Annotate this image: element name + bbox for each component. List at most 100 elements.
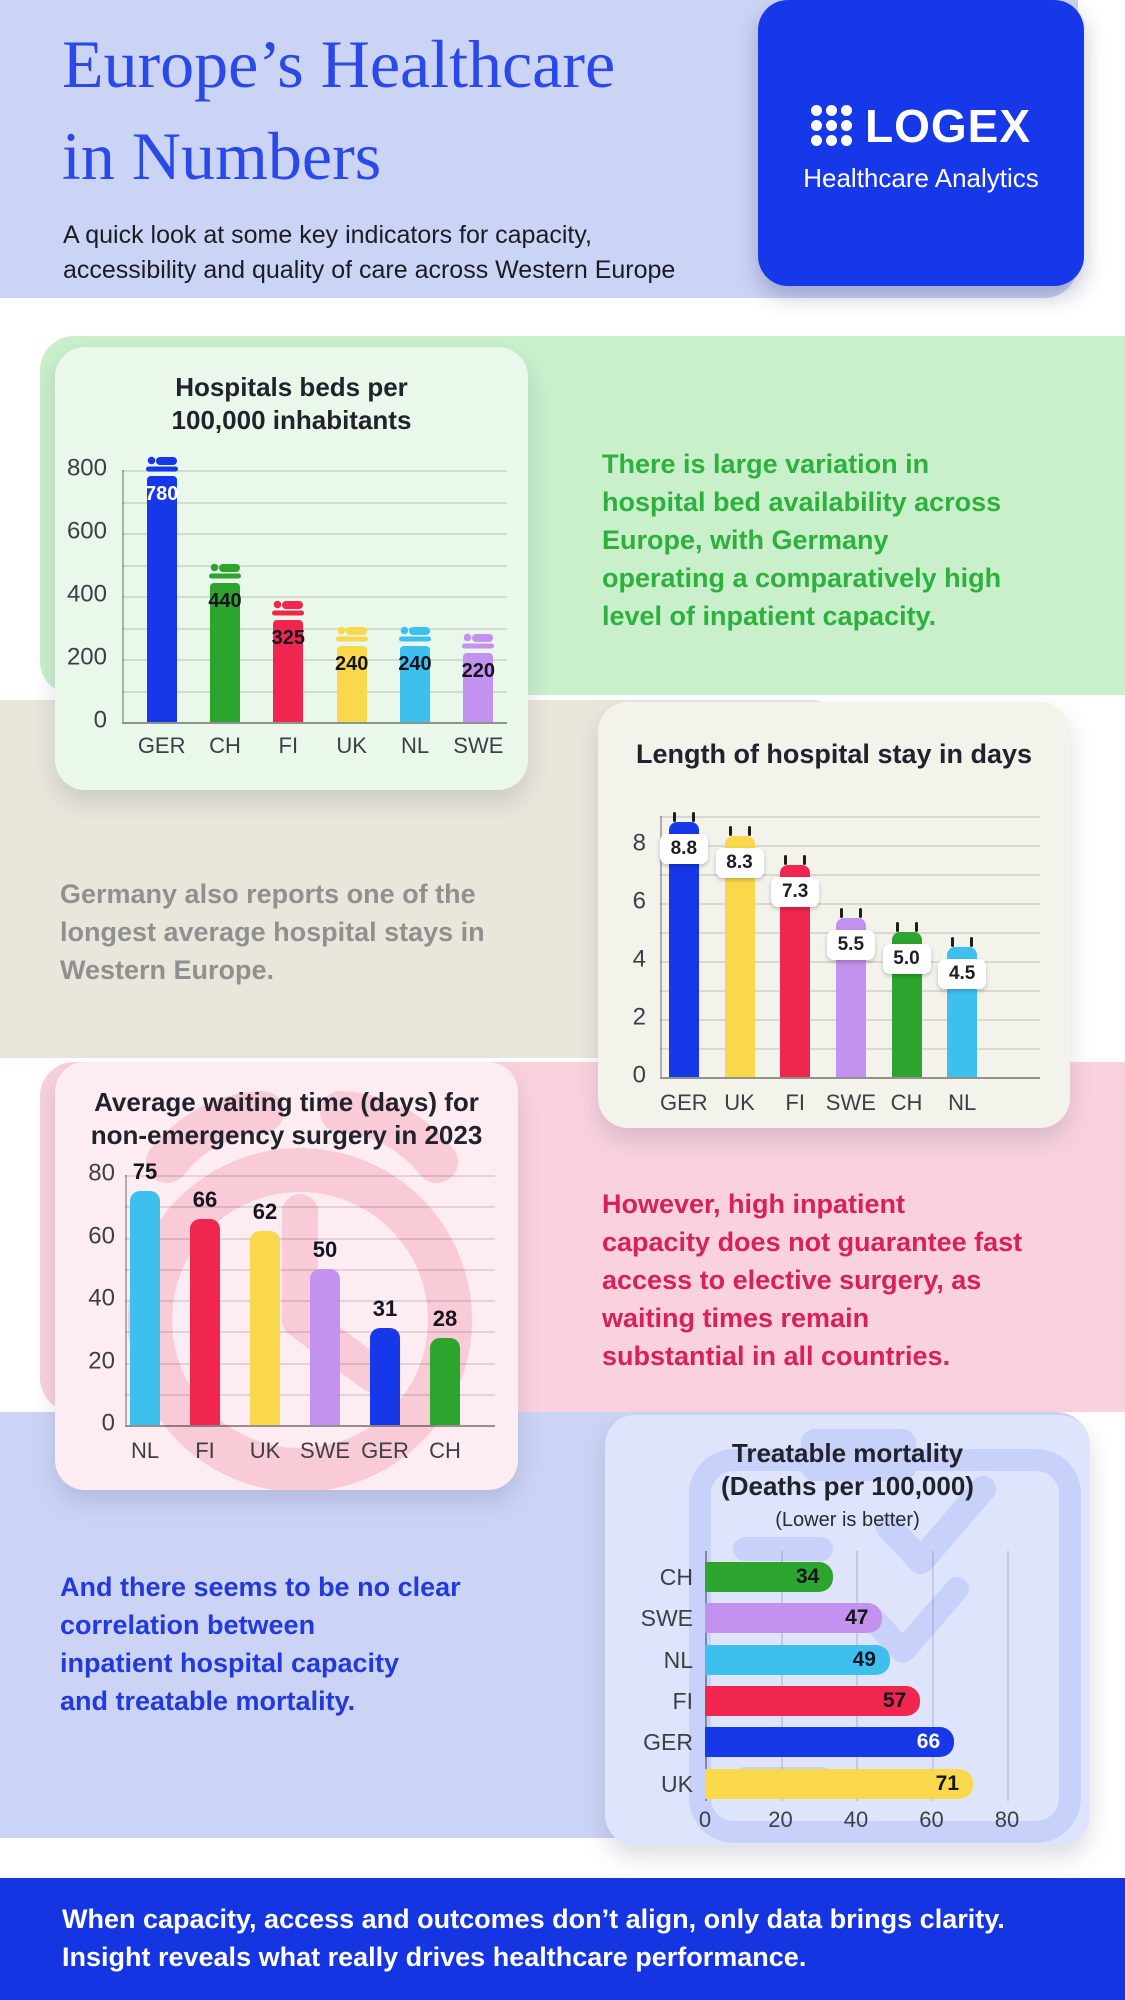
bar-SWE: [705, 1603, 883, 1634]
row-label: NL: [663, 1646, 693, 1673]
gridline: [122, 659, 507, 661]
bed-icon: [398, 624, 432, 642]
page-subtitle: A quick look at some key indicators for …: [63, 221, 676, 284]
bar-value-label: 240: [334, 653, 369, 676]
bar-value-label: 75: [132, 1158, 158, 1184]
x-tick-label: UK: [249, 1438, 281, 1463]
footer-text: When capacity, access and outcomes don’t…: [62, 1904, 1005, 1972]
calendar-value-chip: 5.0: [882, 944, 931, 974]
bar-GER: [668, 821, 699, 1077]
mortality-insight-text: And there seems to be no clear correlati…: [60, 1572, 461, 1716]
x-tick-label: FI: [785, 1090, 805, 1115]
bar-value-label: 240: [398, 653, 432, 676]
bar-value-label: 31: [372, 1296, 398, 1322]
bar-FI: [190, 1218, 220, 1425]
bar-value-label: 66: [192, 1186, 218, 1212]
calendar-value-chip: 5.5: [826, 929, 875, 960]
bar-NL: [400, 646, 430, 722]
logo-wordmark: LOGEX: [864, 99, 1032, 152]
x-tick-label: UK: [336, 733, 367, 758]
bar-value-label: 66: [916, 1730, 941, 1754]
calendar-pin-icon: [691, 811, 695, 822]
waiting-bar-chart: 0 20 40 60 80 NL 75 FI 66 UK 62 SWE 50 GER 31 CH 28: [55, 1062, 518, 1490]
bar-value-label: 62: [252, 1199, 278, 1225]
gridline: [1007, 1551, 1009, 1801]
x-tick-label: NL: [948, 1090, 977, 1115]
x-tick-label: GER: [659, 1090, 708, 1115]
footer-band: When capacity, access and outcomes don’t…: [0, 1878, 1125, 2000]
beds-chart-title: Hospitals beds per 100,000 inhabitants: [171, 372, 412, 435]
y-tick-label: 60: [88, 1222, 115, 1250]
gridline: [660, 1077, 1040, 1079]
bar-value-label: 50: [312, 1236, 338, 1262]
x-tick-label: 20: [768, 1807, 793, 1832]
calendar-pin-icon: [970, 936, 974, 947]
y-tick-label: 20: [88, 1347, 115, 1375]
gridline: [125, 1206, 495, 1209]
x-tick-label: 60: [919, 1807, 944, 1832]
bar-value-label: 325: [271, 626, 306, 649]
mortality-chart-title: Treatable mortality (Deaths per 100,000): [721, 1438, 974, 1501]
y-tick-label: 80: [88, 1159, 115, 1187]
x-tick-label: CH: [429, 1438, 461, 1463]
calendar-pin-icon: [784, 855, 788, 866]
x-tick-label: NL: [130, 1438, 160, 1463]
gridline: [660, 903, 1040, 905]
chart-card-waiting: Average waiting time (days) for non-emer…: [55, 1062, 518, 1490]
y-tick-label: 2: [632, 1003, 646, 1031]
x-tick-label: NL: [400, 733, 430, 758]
y-tick-label: 4: [632, 945, 646, 973]
bed-icon: [208, 561, 242, 579]
bed-icon: [335, 624, 369, 642]
gridline: [705, 1551, 707, 1801]
bar-value-label: 71: [935, 1771, 960, 1795]
bar-GER: [146, 476, 177, 722]
bar-UK: [336, 646, 367, 722]
row-label: UK: [661, 1770, 693, 1797]
waiting-chart-title: Average waiting time (days) for non-emer…: [90, 1087, 483, 1150]
y-axis-line: [660, 816, 662, 1077]
gridline: [856, 1551, 858, 1801]
beds-insight-text: There is large variation in hospital bed…: [602, 449, 1002, 631]
gridline: [660, 845, 1040, 847]
x-tick-label: 0: [698, 1807, 712, 1832]
bar-UK: [250, 1231, 280, 1425]
brand-card: LOGEX Healthcare Analytics: [758, 0, 1084, 286]
x-tick-label: 40: [843, 1807, 869, 1832]
y-tick-label: 8: [632, 829, 646, 857]
calendar-value-chip: 8.3: [715, 848, 764, 879]
gridline: [122, 533, 507, 535]
bar-value-label: 440: [208, 590, 242, 613]
calendar-pin-icon: [803, 855, 807, 866]
brand-logo: LOGEX: [810, 99, 1032, 153]
bar-GER: [705, 1727, 955, 1758]
bar-NL: [130, 1190, 160, 1425]
calendar-pin-icon: [914, 922, 918, 932]
mortality-bar-chart: 0 20 40 60 80 CH 34 SWE 47 NL 49 FI 57 GER 66 UK 71: [605, 1415, 1090, 1845]
y-tick-label: 400: [66, 580, 107, 608]
bar-SWE: [463, 652, 494, 722]
calendar-pin-icon: [839, 907, 843, 918]
gridline: [125, 1268, 495, 1271]
bar-GER: [370, 1328, 400, 1425]
mortality-chart-subtitle: (Lower is better): [775, 1509, 920, 1531]
x-tick-label: 80: [994, 1807, 1020, 1832]
bed-icon: [145, 454, 179, 472]
x-tick-label: FI: [278, 733, 299, 758]
y-tick-label: 800: [66, 454, 107, 482]
x-tick-label: GER: [361, 1438, 409, 1463]
calendar-pin-icon: [951, 936, 955, 947]
bar-value-label: 34: [795, 1565, 820, 1588]
bar-FI: [273, 619, 304, 722]
row-label: CH: [659, 1564, 693, 1590]
x-tick-label: GER: [137, 733, 186, 758]
x-tick-label: SWE: [299, 1438, 351, 1463]
bar-SWE: [310, 1268, 340, 1425]
gridline: [660, 816, 1040, 818]
gridline: [660, 874, 1040, 876]
y-tick-label: 0: [101, 1409, 115, 1437]
bar-value-label: 57: [882, 1688, 907, 1712]
bar-CH: [430, 1337, 460, 1425]
bed-icon: [271, 598, 305, 616]
